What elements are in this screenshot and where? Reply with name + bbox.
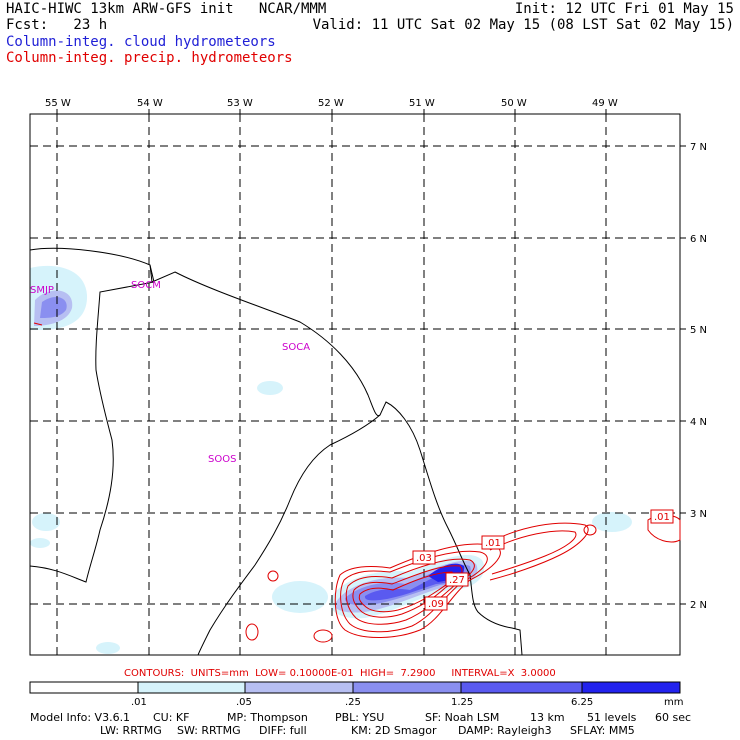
- lon-label-53w: 53 W: [227, 98, 253, 109]
- contour-label-1: .03: [416, 553, 432, 564]
- footer-lw: LW: RRTMG: [100, 724, 162, 737]
- contour-label-5: .01: [654, 512, 670, 523]
- cloud-shading: [30, 265, 632, 654]
- contour-label-2: .01: [485, 538, 501, 549]
- colorbar-bin-2: [137, 681, 246, 694]
- colorbar-bin-3: [244, 681, 354, 694]
- footer-km: KM: 2D Smagor: [351, 724, 437, 737]
- station-soca: SOCA: [282, 342, 310, 353]
- contour-labels: .03 .01 .27 .09 .01: [412, 509, 674, 611]
- lat-label-2n: 2 N: [690, 600, 707, 611]
- forecast-hour: Fcst: 23 h: [6, 17, 108, 33]
- legend-precip: Column-integ. precip. hydrometeors: [6, 50, 293, 66]
- lon-label-51w: 51 W: [409, 98, 435, 109]
- contour-label-3: .27: [449, 575, 465, 586]
- colorbar-bin-1: [29, 681, 139, 694]
- footer-mp: MP: Thompson: [227, 711, 308, 724]
- title-line-1: HAIC-HIWC 13km ARW-GFS init NCAR/MMM: [6, 1, 327, 17]
- colorbar-tick-5: 6.25: [571, 697, 593, 708]
- footer-model-version: Model Info: V3.6.1: [30, 711, 131, 724]
- station-smjp: SMJP: [30, 285, 54, 296]
- footer-sflay: SFLAY: MM5: [570, 724, 635, 737]
- precip-contours: [33, 322, 681, 643]
- colorbar-bin-4: [352, 681, 462, 694]
- lat-label-6n: 6 N: [690, 234, 707, 245]
- footer-timestep: 60 sec: [655, 711, 692, 724]
- contour-info: CONTOURS: UNITS=mm LOW= 0.10000E-01 HIGH…: [124, 668, 556, 679]
- lat-label-5n: 5 N: [690, 325, 707, 336]
- colorbar-bin-6: [581, 681, 681, 694]
- colorbar-unit: mm: [664, 697, 683, 708]
- init-time: Init: 12 UTC Fri 01 May 15: [514, 1, 734, 17]
- coastlines: [29, 247, 523, 656]
- footer-diff: DIFF: full: [259, 724, 307, 737]
- axis-ticks: [56, 109, 686, 605]
- footer-damp: DAMP: Rayleigh3: [458, 724, 552, 737]
- lat-label-4n: 4 N: [690, 417, 707, 428]
- lon-label-52w: 52 W: [318, 98, 344, 109]
- contour-label-4: .09: [428, 599, 444, 610]
- colorbar: .01 .05 .25 1.25 6.25 mm: [29, 681, 683, 708]
- footer-pbl: PBL: YSU: [335, 711, 385, 724]
- lat-label-3n: 3 N: [690, 509, 707, 520]
- lat-label-7n: 7 N: [690, 142, 707, 153]
- valid-time: Valid: 11 UTC Sat 02 May 15 (08 LST Sat …: [312, 17, 734, 33]
- colorbar-bin-5: [460, 681, 583, 694]
- colorbar-tick-4: 1.25: [451, 697, 473, 708]
- station-soos: SOOS: [208, 454, 236, 465]
- footer-resolution: 13 km: [530, 711, 565, 724]
- footer-sw: SW: RRTMG: [177, 724, 241, 737]
- footer-cu: CU: KF: [153, 711, 190, 724]
- lon-label-54w: 54 W: [137, 98, 163, 109]
- lon-label-50w: 50 W: [501, 98, 527, 109]
- footer-levels: 51 levels: [587, 711, 637, 724]
- longitude-labels: 55 W 54 W 53 W 52 W 51 W 50 W 49 W: [45, 98, 618, 109]
- latitude-labels: 7 N 6 N 5 N 4 N 3 N 2 N: [690, 142, 707, 611]
- station-socm: SOCM: [131, 280, 161, 291]
- map-frame: [29, 113, 681, 656]
- colorbar-tick-3: .25: [345, 697, 361, 708]
- station-labels: SMJP SOCM SOCA SOOS: [30, 280, 310, 465]
- lon-label-55w: 55 W: [45, 98, 71, 109]
- lon-label-49w: 49 W: [592, 98, 618, 109]
- legend-cloud: Column-integ. cloud hydrometeors: [6, 34, 276, 50]
- colorbar-tick-2: .05: [236, 697, 252, 708]
- colorbar-tick-1: .01: [131, 697, 147, 708]
- footer-sf: SF: Noah LSM: [425, 711, 500, 724]
